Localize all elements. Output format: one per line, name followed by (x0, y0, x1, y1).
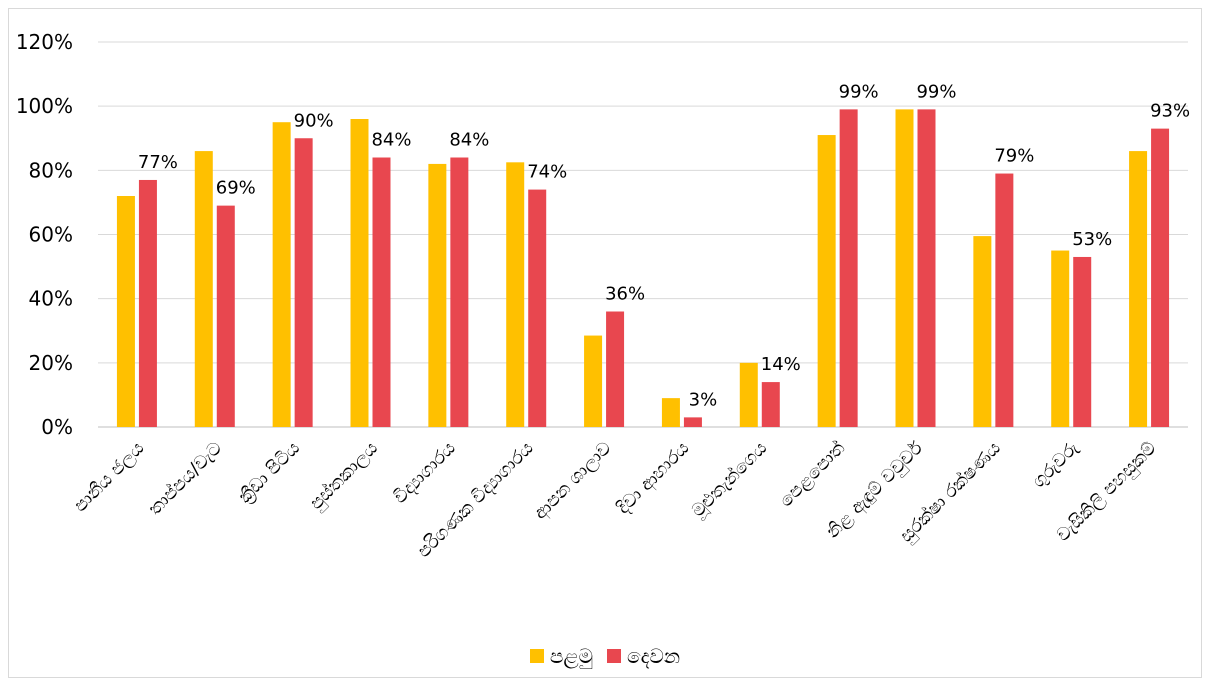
bar-series-2 (1151, 128, 1170, 427)
data-label: 84% (449, 130, 489, 151)
y-tick-label: 60% (29, 223, 73, 247)
x-category-label: තාප්පය/වැට (144, 438, 226, 520)
bar-series-2 (138, 179, 157, 427)
y-axis-ticks: 0% 20% 40% 60% 80% 100% 120% (16, 30, 73, 439)
bar-series-2 (606, 311, 625, 427)
x-category-label: පානීය ජලය (70, 438, 149, 517)
y-tick-label: 0% (41, 415, 73, 439)
data-label: 3% (689, 389, 718, 410)
bar-series-1 (817, 135, 836, 427)
data-label: 79% (994, 146, 1034, 167)
data-label: 93% (1150, 101, 1190, 122)
legend-swatch-series-1 (529, 649, 544, 663)
x-category-label: ගුරුවරු (1028, 437, 1083, 492)
bar-series-2 (372, 157, 391, 427)
bar-series-1 (350, 119, 369, 427)
data-labels: 77% 69% 90% 84% 84% 74% 36% 3% 14% 99% 99% 79% 53% 93… (138, 81, 1190, 410)
bar-series-2 (995, 173, 1014, 427)
legend-item-series-1: පළමු (529, 644, 594, 668)
y-tick-label: 80% (29, 158, 73, 182)
bar-series-2 (294, 138, 313, 427)
x-category-label: විද්‍යාගාරය (390, 438, 460, 508)
legend: පළමු දෙවන (0, 644, 1210, 668)
x-category-label: පුස්තකාලය (306, 438, 383, 515)
data-label: 84% (371, 130, 411, 151)
legend-swatch-series-2 (607, 649, 622, 663)
y-tick-label: 20% (29, 351, 73, 375)
bar-series-1 (1051, 250, 1070, 427)
bar-series-1 (506, 162, 525, 427)
legend-label-series-1: පළමු (549, 644, 594, 668)
y-tick-label: 120% (16, 30, 73, 54)
data-label: 53% (1072, 229, 1112, 250)
bar-series-2 (528, 189, 547, 427)
y-tick-label: 40% (29, 287, 73, 311)
bar-series-1 (116, 196, 135, 427)
x-category-label: මූළුතැන්ගෙය (687, 438, 771, 522)
bar-series-1 (661, 398, 680, 427)
y-tick-label: 100% (16, 94, 73, 118)
data-label: 99% (839, 81, 879, 102)
data-label: 14% (761, 354, 801, 375)
x-category-label: ආපන ශාලාව (530, 438, 617, 525)
bar-series-2 (216, 205, 235, 427)
bar-series-2 (839, 109, 858, 427)
bar-series-2 (683, 417, 702, 427)
bar-series-1 (895, 109, 914, 427)
data-label: 74% (527, 162, 567, 183)
bar-series-1 (428, 163, 447, 427)
data-label: 99% (916, 81, 956, 102)
bar-series-1 (1129, 151, 1148, 428)
bar-series-2 (1073, 256, 1092, 427)
bar-series-2 (761, 382, 780, 427)
data-label: 36% (605, 284, 645, 305)
data-label: 77% (138, 152, 178, 173)
bar-series-1 (584, 335, 603, 427)
bar-series-2 (917, 109, 936, 427)
legend-label-series-2: දෙවන (627, 644, 681, 668)
data-label: 90% (294, 110, 334, 131)
x-category-label: දිවා ආහාරය (613, 438, 694, 519)
bar-series-2 (450, 157, 469, 427)
bar-series-1 (973, 236, 992, 427)
x-category-label: ක්‍රීඩා පිටිය (234, 438, 304, 508)
x-category-label: පෙළපොත් (775, 437, 849, 511)
legend-item-series-2: දෙවන (607, 644, 680, 668)
bar-series-1 (194, 151, 213, 428)
bars (116, 109, 1170, 428)
bar-series-1 (272, 122, 291, 427)
bar-series-1 (739, 362, 758, 427)
gridlines (98, 41, 1188, 428)
data-label: 69% (216, 178, 256, 199)
